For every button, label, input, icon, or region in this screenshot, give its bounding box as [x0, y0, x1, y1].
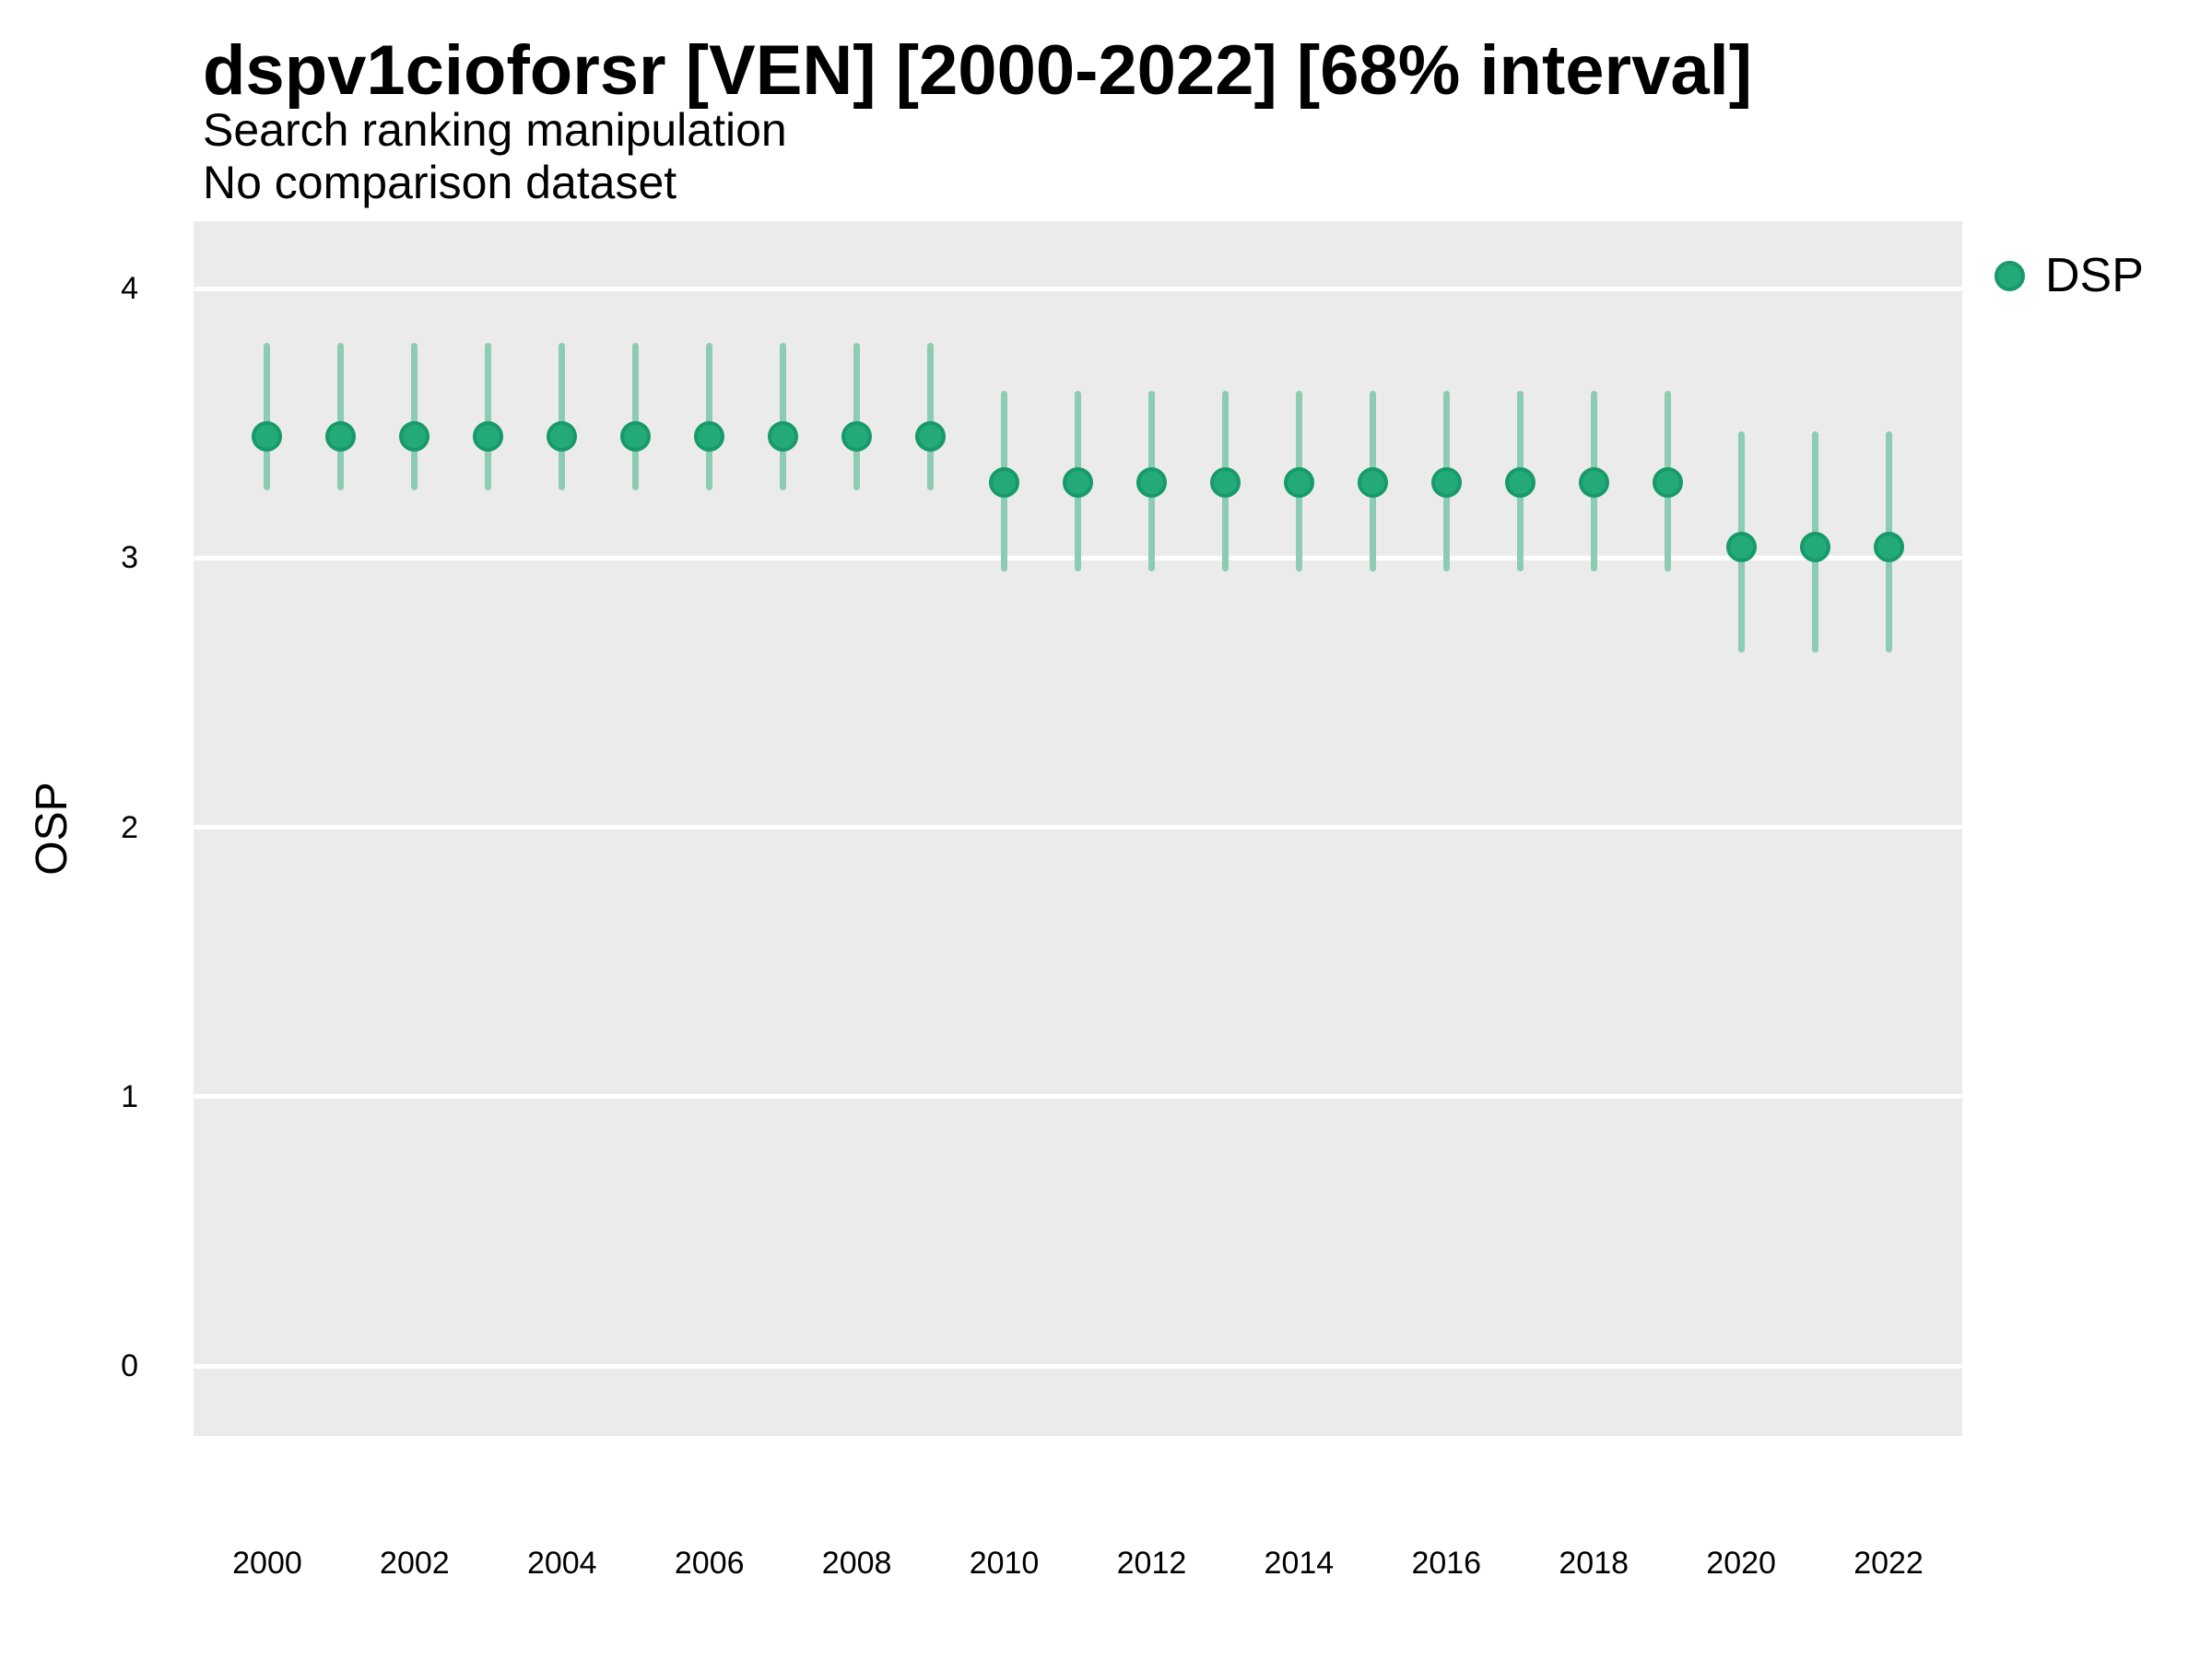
data-point-2020: [1725, 532, 1757, 563]
legend-point-icon: [1994, 260, 2025, 291]
data-point-2021: [1799, 532, 1830, 563]
data-point-2019: [1652, 466, 1683, 498]
x-tick-label-2006: 2006: [674, 1546, 745, 1581]
data-point-2013: [1209, 466, 1241, 498]
data-point-2008: [841, 421, 873, 453]
data-point-2016: [1430, 466, 1462, 498]
interval-bar-2000: [264, 342, 271, 491]
data-point-2010: [989, 466, 1020, 498]
data-point-2002: [399, 421, 430, 453]
data-point-2009: [915, 421, 947, 453]
x-tick-label-2004: 2004: [526, 1546, 597, 1581]
chart-note: No comparison dataset: [203, 157, 677, 208]
x-tick-label-2010: 2010: [969, 1546, 1040, 1581]
data-point-2004: [547, 421, 578, 453]
y-tick-label-0: 0: [121, 1348, 138, 1384]
interval-bar-2004: [559, 342, 566, 491]
data-point-2012: [1135, 466, 1167, 498]
interval-bar-2003: [485, 342, 492, 491]
x-tick-label-2022: 2022: [1853, 1546, 1924, 1581]
y-tick-label-1: 1: [121, 1078, 138, 1114]
gridline-y-0: [194, 1363, 1962, 1369]
data-point-2007: [768, 421, 799, 453]
data-point-2006: [694, 421, 725, 453]
interval-bar-2005: [632, 342, 640, 491]
legend: DSP: [1994, 252, 2144, 300]
gridline-y-4: [194, 286, 1962, 291]
data-point-2011: [1063, 466, 1093, 498]
y-tick-label-2: 2: [121, 809, 138, 845]
x-tick-label-2016: 2016: [1411, 1546, 1482, 1581]
data-point-2001: [325, 421, 357, 453]
data-point-2005: [620, 421, 652, 453]
y-tick-label-4: 4: [121, 271, 138, 307]
x-tick-label-2018: 2018: [1559, 1546, 1630, 1581]
interval-bar-2002: [411, 342, 418, 491]
gridline-y-1: [194, 1094, 1962, 1100]
gridline-y-2: [194, 825, 1962, 830]
interval-bar-2009: [927, 342, 935, 491]
data-point-2018: [1578, 466, 1609, 498]
x-tick-label-2020: 2020: [1706, 1546, 1776, 1581]
chart-title: dspv1cioforsr [VEN] [2000-2022] [68% int…: [203, 31, 1753, 110]
data-point-2017: [1504, 466, 1535, 498]
data-point-2000: [252, 421, 283, 453]
chart-subtitle: Search ranking manipulation: [203, 104, 787, 156]
interval-bar-2006: [706, 342, 713, 491]
x-tick-label-2008: 2008: [821, 1546, 892, 1581]
interval-bar-2001: [337, 342, 345, 491]
interval-bar-2007: [780, 342, 787, 491]
data-point-2022: [1873, 532, 1904, 563]
y-tick-label-3: 3: [121, 540, 138, 576]
x-tick-label-2000: 2000: [232, 1546, 302, 1581]
data-point-2015: [1357, 466, 1388, 498]
data-point-2003: [473, 421, 504, 453]
x-tick-label-2014: 2014: [1264, 1546, 1335, 1581]
legend-label: DSP: [2045, 249, 2144, 302]
plot-panel: [194, 221, 1962, 1436]
interval-bar-2008: [853, 342, 861, 491]
data-point-2014: [1283, 466, 1314, 498]
x-tick-label-2012: 2012: [1116, 1546, 1187, 1581]
x-tick-label-2002: 2002: [380, 1546, 450, 1581]
